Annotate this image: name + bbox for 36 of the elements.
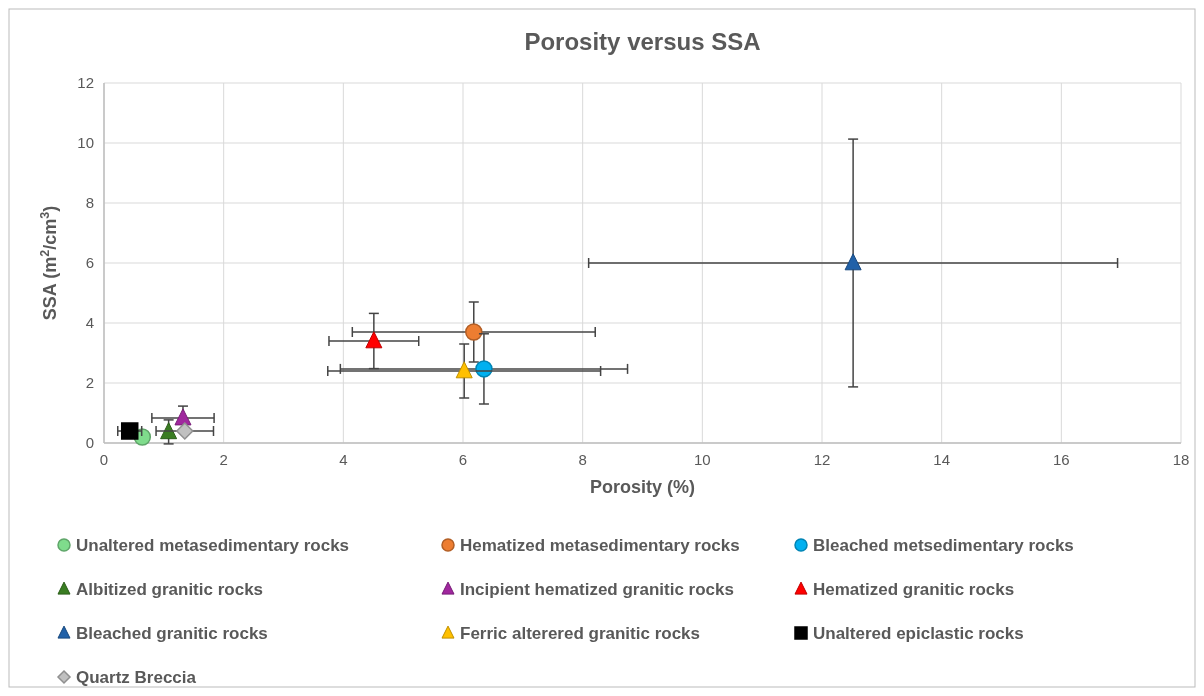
point: [844, 253, 862, 271]
y-tick-label: 0: [85, 434, 94, 451]
legend-label: Incipient hematized granitic rocks: [460, 580, 734, 599]
x-tick-label: 14: [933, 451, 951, 468]
x-axis-title: Porosity (%): [589, 477, 696, 497]
legend-label: Unaltered metasedimentary rocks: [76, 536, 350, 555]
legend-label: Hematized metasedimentary rocks: [460, 536, 740, 555]
y-tick-label: 10: [77, 134, 94, 151]
x-tick-label: 18: [1172, 451, 1190, 468]
x-tick-label: 4: [339, 451, 348, 468]
x-tick-label: 6: [458, 451, 468, 468]
legend-label: Hematized granitic rocks: [813, 580, 1015, 599]
x-tick-label: 12: [813, 451, 831, 468]
y-tick-label: 6: [85, 254, 94, 271]
x-tick-label: 16: [1052, 451, 1070, 468]
point: [455, 361, 473, 379]
legend-label: Bleached metsedimentary rocks: [813, 536, 1074, 555]
y-tick-label: 12: [77, 74, 94, 91]
point: [465, 323, 483, 341]
legend-label: Bleached granitic rocks: [76, 624, 268, 643]
x-tick-label: 10: [693, 451, 711, 468]
x-tick-label: 0: [99, 451, 109, 468]
y-tick-label: 4: [85, 314, 94, 331]
point: [174, 408, 192, 426]
chart-title: Porosity versus SSA: [524, 28, 761, 55]
y-tick-label: 8: [85, 194, 94, 211]
point: [365, 331, 383, 349]
legend-label: Unaltered epiclastic rocks: [813, 624, 1024, 643]
point: [176, 422, 194, 440]
point: [120, 422, 139, 440]
x-tick-label: 2: [219, 451, 228, 468]
legend-label: Quartz Breccia: [76, 668, 197, 687]
x-tick-label: 8: [578, 451, 587, 468]
legend-label: Albitized granitic rocks: [76, 580, 264, 599]
y-tick-label: 2: [85, 374, 94, 391]
legend-label: Ferric alterered granitic rocks: [460, 624, 701, 643]
